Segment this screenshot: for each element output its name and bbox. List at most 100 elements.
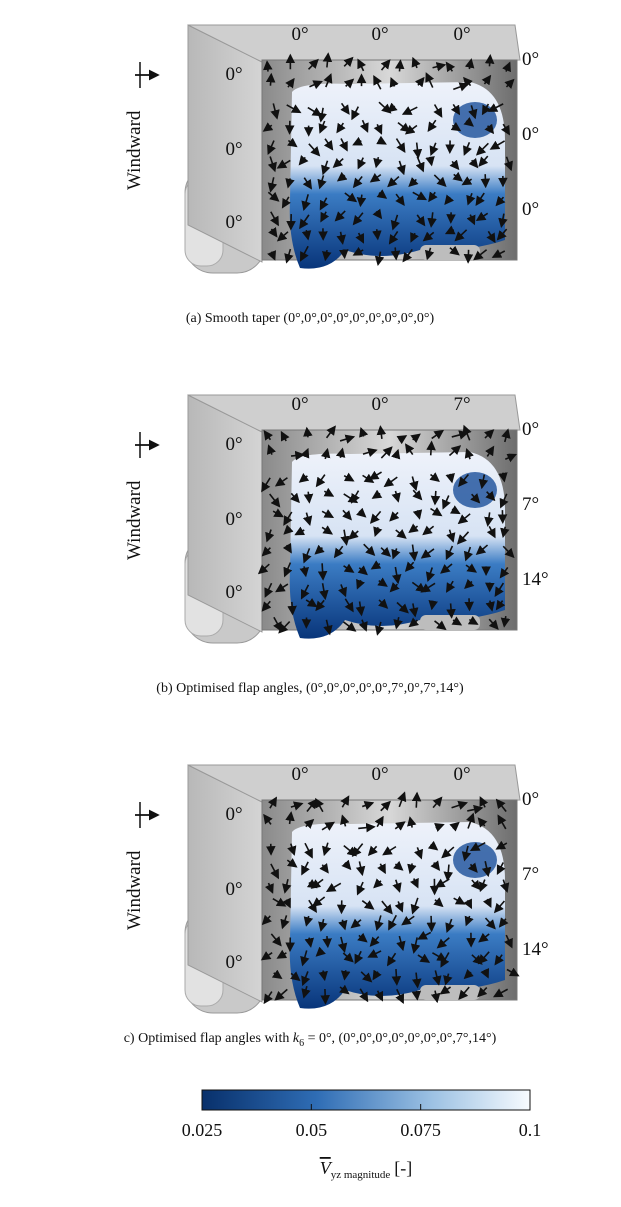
flow-arrow xyxy=(401,106,418,115)
flow-arrow xyxy=(321,509,335,518)
flow-arrow xyxy=(257,563,270,575)
flow-arrow xyxy=(427,212,437,228)
flow-arrow xyxy=(342,509,352,521)
flow-arrow xyxy=(497,814,507,830)
flow-arrow xyxy=(270,933,282,947)
flow-arrow xyxy=(270,863,279,880)
flow-arrow xyxy=(489,140,506,150)
flow-arrow xyxy=(387,175,400,188)
flow-arrow xyxy=(486,230,496,244)
caption-part: c) Optimised flap angles with xyxy=(124,1031,293,1046)
flow-arrow xyxy=(374,815,384,828)
flow-arrow xyxy=(263,60,273,72)
flow-arrow xyxy=(491,249,506,258)
right-angle: 0° xyxy=(522,49,539,70)
flow-arrow xyxy=(289,492,300,504)
flow-arrow xyxy=(320,988,330,1005)
top-angle: 0° xyxy=(291,24,308,45)
flow-arrow xyxy=(412,489,423,501)
flow-arrow xyxy=(301,861,310,876)
flow-arrow xyxy=(450,103,461,116)
flow-arrow xyxy=(304,842,313,859)
flow-arrow xyxy=(424,247,435,261)
flow-arrow xyxy=(383,476,398,488)
left-angle: 0° xyxy=(225,582,242,603)
wheel-rear xyxy=(420,615,480,630)
flow-arrow xyxy=(470,879,481,891)
caption: (b) Optimised flap angles, (0°,0°,0°,0°,… xyxy=(156,681,464,696)
flow-arrow xyxy=(306,798,318,813)
flow-arrow xyxy=(339,434,356,444)
flow-arrow xyxy=(484,429,495,440)
left-angle: 0° xyxy=(225,509,242,530)
flow-arrow xyxy=(358,822,376,833)
flow-arrow xyxy=(267,250,277,261)
flow-arrow xyxy=(275,583,289,593)
flow-arrow xyxy=(464,58,475,70)
flow-arrow xyxy=(485,600,495,612)
flow-arrow xyxy=(319,583,329,601)
flow-arrow xyxy=(339,249,349,260)
flow-arrow xyxy=(500,526,510,539)
flow-arrow xyxy=(391,566,402,585)
flow-arrow xyxy=(363,543,376,556)
flow-arrow xyxy=(445,61,456,73)
flow-arrow xyxy=(411,972,422,989)
flow-arrow xyxy=(372,229,382,241)
flow-arrow xyxy=(464,915,474,927)
flow-arrow xyxy=(499,566,510,579)
flow-arrow xyxy=(504,78,515,89)
flow-arrow xyxy=(357,565,368,576)
flow-arrow xyxy=(356,578,365,590)
flow-arrow xyxy=(283,524,294,535)
flow-arrow xyxy=(420,582,436,593)
right-angle: 7° xyxy=(522,494,539,515)
flow-arrow xyxy=(373,124,383,135)
flow-arrow xyxy=(481,861,492,878)
flow-arrow xyxy=(412,509,423,520)
flow-arrow xyxy=(348,529,359,540)
flow-arrow xyxy=(303,426,313,438)
flow-arrow xyxy=(502,61,511,73)
flow-arrow xyxy=(479,796,489,808)
flow-arrow xyxy=(391,969,402,986)
flow-arrow xyxy=(433,897,444,908)
flow-arrow xyxy=(358,619,368,632)
flow-arrow xyxy=(393,860,404,871)
flow-arrow xyxy=(340,795,350,808)
flow-arrow xyxy=(276,231,289,242)
flow-arrow xyxy=(342,952,354,963)
flow-arrow xyxy=(396,435,408,445)
colorbar-tick-label: 0.1 xyxy=(519,1120,542,1140)
flow-arrow xyxy=(495,195,506,207)
flow-arrow xyxy=(463,76,473,88)
flow-arrow xyxy=(407,863,417,875)
flow-arrow xyxy=(498,213,508,229)
flow-arrow xyxy=(318,120,328,134)
flow-arrow xyxy=(417,953,431,963)
flow-arrow xyxy=(481,74,492,86)
flow-arrow xyxy=(445,545,455,561)
flow-arrow xyxy=(283,562,293,578)
flow-arrow xyxy=(336,171,348,182)
flow-arrow xyxy=(415,156,425,173)
flow-arrow xyxy=(414,847,424,860)
flow-arrow xyxy=(270,103,280,120)
flow-arrow xyxy=(352,136,363,146)
flow-arrow xyxy=(408,544,419,562)
flow-arrow xyxy=(267,140,276,156)
flow-arrow xyxy=(394,821,406,831)
flow-arrow xyxy=(492,988,509,998)
flow-arrow xyxy=(481,103,491,116)
flow-arrow xyxy=(318,970,328,982)
flow-arrow xyxy=(362,447,378,458)
flow-arrow xyxy=(343,56,354,68)
flow-arrow xyxy=(320,211,330,223)
flow-arrow xyxy=(395,138,406,153)
flow-arrow xyxy=(299,245,309,262)
flow-arrow xyxy=(287,137,298,148)
flow-arrow xyxy=(332,158,344,168)
flow-arrow xyxy=(468,157,479,169)
flow-arrow xyxy=(317,175,327,190)
